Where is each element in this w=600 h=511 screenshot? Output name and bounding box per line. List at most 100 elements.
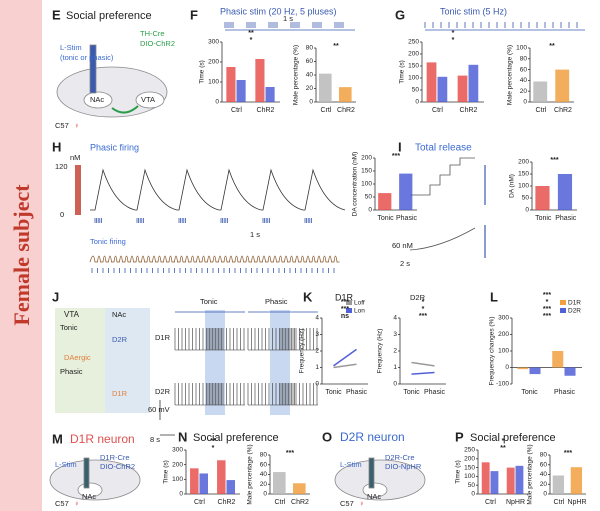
y-tick-label: 2	[393, 348, 397, 355]
significance: ***	[392, 153, 400, 160]
panel-letter: J	[52, 289, 59, 304]
nac-bg	[105, 308, 150, 413]
colorbar	[75, 165, 81, 215]
y-tick-label: 0	[263, 491, 267, 498]
x-tick-label: ChR2	[218, 499, 236, 506]
panel-title: Social preference	[470, 432, 556, 444]
y-tick-label: 50	[522, 195, 530, 202]
bar	[190, 468, 199, 494]
y-tick-label: 80	[260, 452, 268, 459]
significance: ***	[543, 306, 551, 313]
y-tick-label: 20	[520, 88, 528, 95]
significance: ***	[341, 299, 349, 306]
x-tick-label: Phasic	[396, 215, 418, 222]
significance: ***	[550, 157, 558, 164]
y-tick-label: 150	[518, 171, 529, 178]
trace	[410, 157, 475, 196]
y-tick-label: 150	[408, 63, 419, 70]
y-tick-label: 60	[306, 58, 314, 65]
legend-swatch	[346, 308, 352, 313]
x-tick-label: Tonic	[377, 215, 394, 222]
bar	[437, 76, 448, 102]
y-tick-label: 40	[520, 77, 528, 84]
x-tick-label: Tonic	[325, 389, 342, 396]
panel-letter: P	[455, 429, 464, 444]
y-tick-label: 0	[471, 491, 475, 498]
panel-label: D2R	[155, 387, 171, 396]
y-axis-label: Male percentage (%)	[527, 444, 534, 504]
x-tick-label: ChR2	[337, 107, 355, 114]
panel-title: Social preference	[193, 432, 279, 444]
trace	[94, 218, 312, 223]
y-tick-label: 0	[543, 491, 547, 498]
x-tick-label: Ctrl	[432, 107, 443, 114]
panel-title: D2R neuron	[340, 430, 405, 444]
x-tick-label: Phasic	[554, 389, 576, 396]
bar	[339, 87, 352, 102]
x-tick-label: Ctrl	[554, 499, 565, 506]
panel-letter: E	[52, 7, 61, 22]
bar	[255, 59, 265, 102]
significance: **	[210, 438, 216, 445]
y-tick-label: 300	[172, 447, 183, 454]
panel-label: D2R	[112, 335, 128, 344]
y-axis-label: Frequency (Hz)	[377, 329, 384, 374]
y-tick-label: 0	[505, 364, 509, 371]
legend-label: Loff	[354, 300, 365, 307]
trace	[224, 22, 344, 28]
y-tick-label: 200	[408, 51, 419, 58]
fiber-m	[83, 457, 90, 489]
panel-label: DIO-ChR2	[100, 462, 135, 471]
y-tick-label: 0	[525, 207, 529, 214]
bar	[481, 462, 490, 494]
bar	[199, 473, 209, 494]
significance: **	[333, 43, 339, 50]
trace	[89, 255, 340, 263]
y-tick-label: 0	[415, 99, 419, 106]
panel-title: Phasic firing	[90, 142, 139, 152]
traces	[75, 22, 585, 436]
trace	[247, 328, 318, 350]
bar	[515, 465, 524, 494]
bar	[319, 73, 332, 102]
x-tick-label: Crtl	[321, 107, 332, 114]
panel-title: D1R	[335, 292, 354, 302]
x-tick-label: ChR2	[460, 107, 478, 114]
y-tick-label: 80	[520, 56, 528, 63]
trace	[247, 383, 318, 405]
y-tick-label: 150	[361, 168, 372, 175]
x-tick-label: Ctrl	[231, 107, 242, 114]
y-tick-label: 4	[393, 315, 397, 322]
fiber-o	[368, 457, 375, 489]
x-tick-label: ChR2	[291, 499, 309, 506]
y-tick-label: 100	[498, 348, 509, 355]
significance: **	[248, 30, 254, 37]
y-tick-label: 60	[540, 461, 548, 468]
panel-label: ♀	[74, 499, 80, 508]
x-tick-label: NpHR	[567, 499, 586, 506]
y-axis-label: Male percentage (%)	[293, 45, 300, 105]
legend-swatch	[346, 300, 352, 305]
y-tick-label: 100	[172, 476, 183, 483]
bar	[468, 64, 479, 102]
y-tick-label: 0	[179, 491, 183, 498]
trace	[424, 22, 578, 28]
bar	[226, 67, 236, 102]
panel-label: C57	[55, 121, 69, 130]
y-tick-label: 100	[408, 75, 419, 82]
panel-label: Phasic	[265, 297, 288, 306]
y-tick-label: 200	[464, 456, 475, 463]
y-axis-label: Male percentage (%)	[507, 45, 514, 105]
significance: ***	[286, 450, 294, 457]
y-axis-label: DA concentration (nM)	[352, 152, 359, 217]
y-tick-label: 0	[523, 99, 527, 106]
significance: *	[212, 445, 215, 452]
y-axis-label: Time (s)	[163, 460, 170, 484]
panel-label: ♀	[74, 121, 80, 130]
y-tick-label: 20	[540, 481, 548, 488]
series-line	[411, 361, 435, 367]
y-axis-label: Frequency (Hz)	[299, 329, 306, 374]
y-tick-label: 2	[315, 348, 319, 355]
y-tick-label: 40	[306, 72, 314, 79]
